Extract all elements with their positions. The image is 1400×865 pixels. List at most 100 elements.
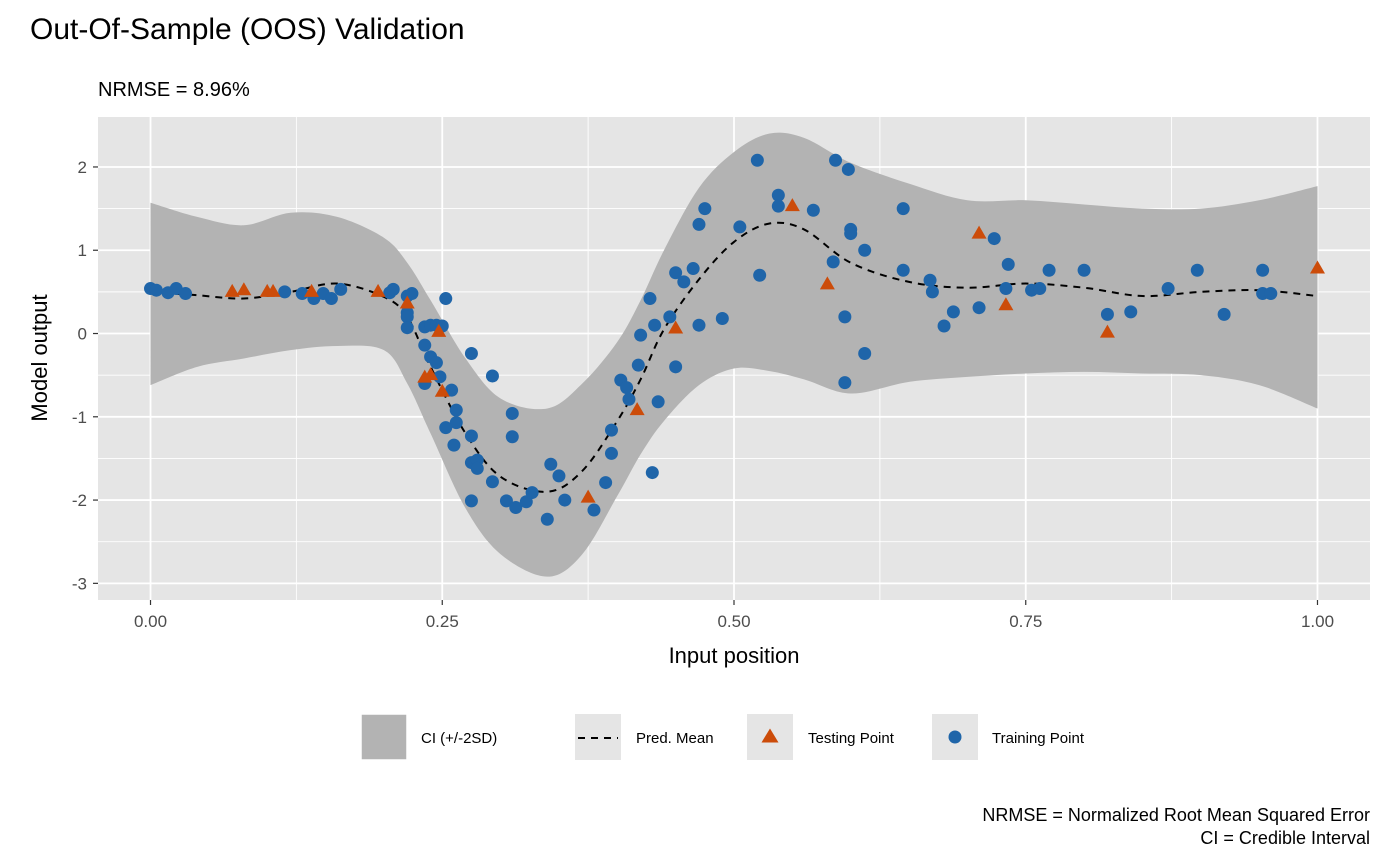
- testing-point: [224, 283, 240, 297]
- training-point: [806, 203, 820, 217]
- testing-point: [399, 295, 415, 309]
- x-tick-label: 0.00: [134, 612, 167, 631]
- training-point: [648, 318, 662, 332]
- training-point: [324, 292, 338, 306]
- ci-ribbon: [150, 132, 1318, 577]
- training-point: [1100, 307, 1114, 321]
- training-point: [439, 292, 453, 306]
- testing-point: [265, 283, 281, 297]
- training-point: [946, 305, 960, 319]
- training-point: [631, 358, 645, 372]
- training-point: [540, 512, 554, 526]
- training-point: [838, 310, 852, 324]
- testing-point: [370, 283, 386, 297]
- training-point: [841, 162, 855, 176]
- caption-line-2: CI = Credible Interval: [1200, 828, 1370, 848]
- testing-point: [629, 402, 645, 416]
- training-point: [449, 416, 463, 430]
- training-point: [509, 501, 523, 515]
- training-point: [1124, 305, 1138, 319]
- training-point: [552, 469, 566, 483]
- training-point: [334, 282, 348, 296]
- training-point: [429, 356, 443, 370]
- y-axis-title: Model output: [27, 294, 52, 421]
- testing-point: [236, 282, 252, 296]
- legend-label-mean: Pred. Mean: [636, 730, 714, 747]
- training-point: [1077, 263, 1091, 277]
- training-point: [1042, 263, 1056, 277]
- legend-item-training: Training Point: [932, 714, 1085, 760]
- x-tick-label: 0.75: [1009, 612, 1042, 631]
- legend-key-testing-triangle: [761, 728, 779, 743]
- training-point: [400, 321, 414, 335]
- training-point: [599, 476, 613, 490]
- x-axis-title: Input position: [669, 643, 800, 668]
- training-point: [972, 301, 986, 315]
- training-point: [505, 430, 519, 444]
- caption-line-1: NRMSE = Normalized Root Mean Squared Err…: [982, 805, 1370, 825]
- training-point: [715, 312, 729, 326]
- training-point: [999, 282, 1013, 296]
- y-tick-label: 1: [78, 241, 87, 260]
- testing-point: [998, 297, 1014, 311]
- testing-point: [431, 323, 447, 337]
- testing-point: [668, 320, 684, 334]
- training-point: [669, 360, 683, 374]
- y-tick-label: -3: [72, 574, 87, 593]
- testing-point: [417, 369, 433, 383]
- training-point: [771, 188, 785, 202]
- training-point: [750, 153, 764, 167]
- training-points: [144, 153, 1278, 526]
- training-point: [829, 153, 843, 167]
- training-point: [663, 310, 677, 324]
- training-point: [643, 292, 657, 306]
- testing-point: [434, 383, 450, 397]
- legend-label-training: Training Point: [992, 730, 1085, 747]
- training-point: [826, 255, 840, 269]
- y-tick-label: 0: [78, 325, 87, 344]
- training-point: [692, 217, 706, 231]
- training-point: [278, 285, 292, 299]
- training-point: [1190, 263, 1204, 277]
- x-tick-label: 1.00: [1301, 612, 1334, 631]
- training-point: [1256, 263, 1270, 277]
- x-axis: 0.00 0.25 0.50 0.75 1.00: [134, 600, 1334, 631]
- x-tick-label: 0.50: [717, 612, 750, 631]
- legend-item-mean: Pred. Mean: [575, 714, 714, 760]
- training-point: [620, 381, 634, 395]
- training-point: [464, 347, 478, 360]
- testing-point: [1309, 260, 1325, 274]
- training-point: [558, 493, 572, 507]
- training-point: [651, 395, 665, 409]
- training-point: [439, 421, 453, 435]
- training-point: [485, 369, 499, 383]
- training-point: [771, 199, 785, 213]
- training-point: [1001, 257, 1015, 271]
- training-point: [622, 392, 636, 406]
- training-point: [753, 268, 767, 282]
- training-point: [604, 423, 618, 437]
- training-point: [645, 466, 659, 480]
- legend-item-testing: Testing Point: [747, 714, 895, 760]
- legend-label-testing: Testing Point: [808, 730, 895, 747]
- legend-key-training-dot: [948, 730, 962, 744]
- training-point: [896, 263, 910, 277]
- training-point: [405, 287, 419, 301]
- training-point: [464, 494, 478, 508]
- training-point: [445, 383, 459, 397]
- training-point: [1264, 287, 1278, 301]
- y-tick-label: -1: [72, 408, 87, 427]
- training-point: [447, 438, 461, 452]
- training-point: [896, 202, 910, 216]
- training-point: [925, 285, 939, 299]
- y-axis: -3 -2 -1 0 1 2: [72, 158, 98, 593]
- training-point: [505, 406, 519, 420]
- testing-point: [819, 276, 835, 290]
- legend-label-ci: CI (+/-2SD): [421, 730, 497, 747]
- testing-point: [971, 225, 987, 239]
- training-point: [692, 318, 706, 332]
- training-point: [669, 266, 683, 280]
- training-point: [470, 461, 484, 475]
- training-point: [733, 220, 747, 234]
